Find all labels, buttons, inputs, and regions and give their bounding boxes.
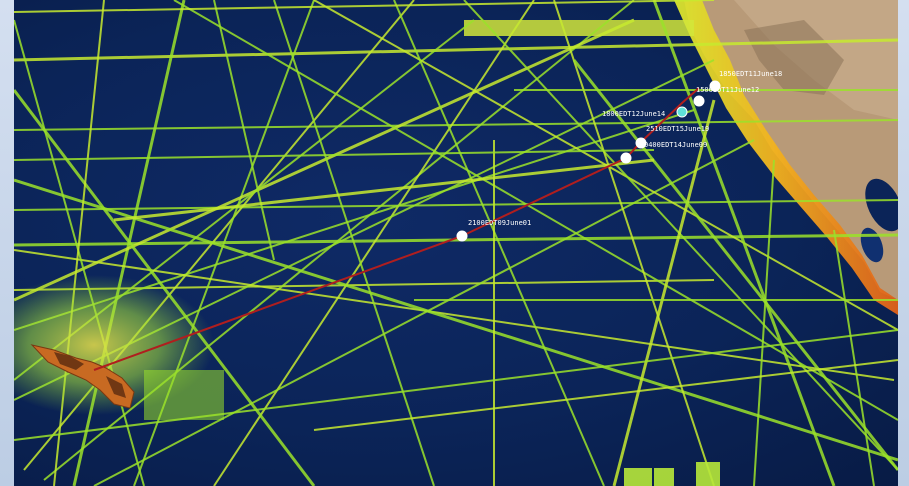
survey-track <box>14 119 898 131</box>
survey-tracks <box>14 0 898 486</box>
waypoint-label: 1500EDT11June12 <box>696 86 759 94</box>
survey-track <box>113 158 655 222</box>
waypoint-marker[interactable] <box>676 106 688 118</box>
waypoint-label: 1800EDT12June14 <box>602 110 665 118</box>
survey-track <box>833 229 875 486</box>
survey-track <box>572 59 898 471</box>
survey-block-bottom <box>696 462 720 486</box>
waypoint-marker[interactable] <box>620 152 632 164</box>
mountain-shading <box>744 20 844 95</box>
survey-block-bottom <box>624 468 652 486</box>
survey-track <box>213 0 535 486</box>
survey-track <box>313 359 898 431</box>
waypoint-marker[interactable] <box>635 137 647 149</box>
survey-track <box>553 0 715 486</box>
survey-track <box>14 0 715 13</box>
survey-track <box>173 0 898 421</box>
survey-track <box>14 89 316 486</box>
survey-track <box>14 38 898 62</box>
waypoint-label: 2510EDT15June19 <box>646 125 709 133</box>
survey-track <box>14 199 898 211</box>
survey-track <box>14 149 655 161</box>
survey-track <box>93 139 755 486</box>
survey-track <box>393 0 605 486</box>
waypoint-markers[interactable]: 1850EDT11June18 1500EDT11June12 1800EDT12J… <box>456 70 782 242</box>
waypoint-marker[interactable] <box>456 230 468 242</box>
survey-track <box>213 0 275 261</box>
waypoint-label: 2100EDT09June01 <box>468 219 531 227</box>
bathymetry-map[interactable]: 1850EDT11June18 1500EDT11June12 1800EDT12J… <box>14 0 898 486</box>
survey-block-hawaii <box>144 370 224 420</box>
survey-track <box>273 0 435 486</box>
survey-track <box>652 0 836 486</box>
survey-block-bottom <box>654 468 674 486</box>
survey-track <box>14 233 898 247</box>
survey-strip-top <box>464 20 694 36</box>
waypoint-marker[interactable] <box>693 95 705 107</box>
island-detail <box>54 352 126 398</box>
survey-track <box>14 178 898 462</box>
map-view[interactable]: 1850EDT11June18 1500EDT11June12 1800EDT12J… <box>14 0 898 486</box>
waypoint-marker[interactable] <box>709 80 721 92</box>
vessel-transit-line <box>93 87 700 371</box>
survey-track <box>463 0 898 471</box>
waypoint-label: 1850EDT11June18 <box>719 70 782 78</box>
hawaiian-islands <box>30 344 135 409</box>
gulf-water <box>865 178 898 232</box>
survey-track <box>612 99 716 486</box>
survey-track <box>753 159 775 486</box>
survey-track <box>14 249 895 381</box>
waypoint-label: 0400EDT14June09 <box>644 141 707 149</box>
survey-track <box>14 329 898 441</box>
survey-track <box>14 18 635 302</box>
